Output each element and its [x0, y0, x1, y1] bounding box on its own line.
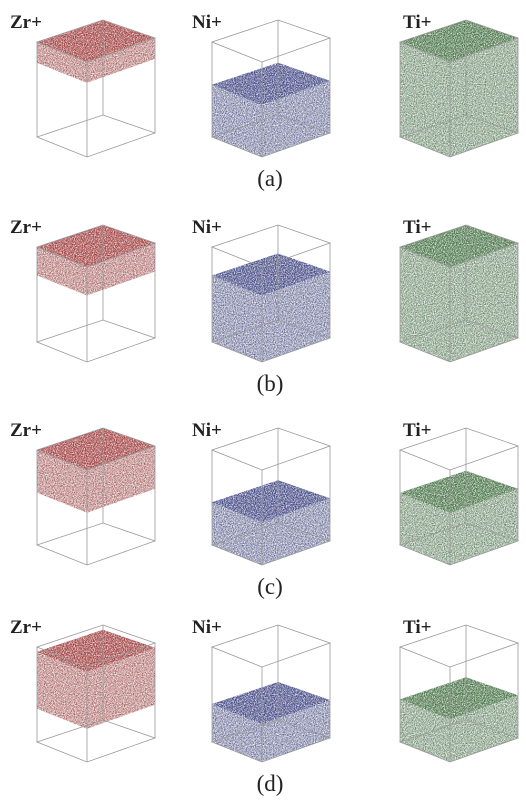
panel: Ti+ — [400, 420, 518, 565]
panel: Ni+ — [192, 420, 330, 565]
cube-edge — [37, 320, 155, 362]
panel-label: Zr+ — [10, 617, 42, 638]
panel-label: Ni+ — [192, 217, 222, 238]
panel: Ti+ — [400, 617, 518, 762]
figure: Zr+ Ni+ Ti+ (a) Zr+ Ni+ Ti+ (b) Zr+ Ni+ Ti+ (c) Zr+ N… — [0, 0, 526, 807]
panel: Ni+ — [192, 617, 330, 762]
panel-label: Ni+ — [192, 617, 222, 638]
panel: Ti+ — [400, 12, 518, 157]
caption: (b) — [257, 371, 284, 396]
panel-label: Ni+ — [192, 420, 222, 441]
cube-edge — [212, 625, 330, 667]
figure-row: Zr+ Ni+ Ti+ (a) — [10, 12, 518, 191]
panel-label: Zr+ — [10, 420, 42, 441]
panel: Zr+ — [10, 12, 155, 157]
panel-label: Ti+ — [403, 217, 431, 238]
figure-row: Zr+ Ni+ Ti+ (c) — [10, 420, 518, 599]
panel-label: Ni+ — [192, 12, 222, 33]
caption: (d) — [257, 771, 284, 796]
cube-edge — [37, 720, 155, 762]
panel: Zr+ — [10, 420, 155, 565]
panel: Ti+ — [400, 217, 518, 362]
panel: Ni+ — [192, 12, 330, 157]
panel: Zr+ — [10, 617, 155, 762]
figure-row: Zr+ Ni+ Ti+ (d) — [10, 617, 518, 796]
panel: Zr+ — [10, 217, 155, 362]
panel-label: Zr+ — [10, 12, 42, 33]
panel-label: Zr+ — [10, 217, 42, 238]
panel-label: Ti+ — [403, 12, 431, 33]
figure-row: Zr+ Ni+ Ti+ (b) — [10, 217, 518, 396]
caption: (c) — [257, 574, 283, 599]
caption: (a) — [257, 166, 283, 191]
panel-label: Ti+ — [403, 420, 431, 441]
cube-edge — [212, 20, 330, 62]
panel-label: Ti+ — [403, 617, 431, 638]
panel: Ni+ — [192, 217, 330, 362]
cube-edge — [37, 115, 155, 157]
cube-edge — [212, 428, 330, 470]
cube-edge — [37, 523, 155, 565]
